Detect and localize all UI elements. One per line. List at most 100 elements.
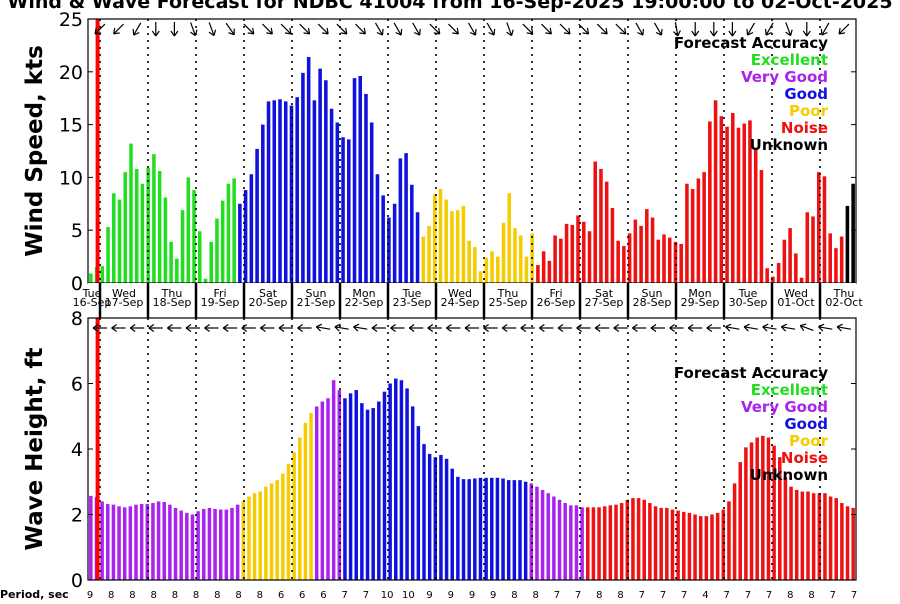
wave-bar (241, 501, 246, 580)
day-label-date: 26-Sep (537, 296, 576, 309)
wave-bar (648, 503, 652, 580)
wave-direction-arrow (762, 323, 777, 332)
wave-bar (698, 516, 703, 580)
arrow-shaft (429, 23, 441, 35)
wind-direction-arrow (596, 23, 608, 35)
wind-bar (140, 183, 145, 283)
wind-bar (645, 209, 649, 283)
wave-bar (529, 483, 534, 580)
period-value: 8 (150, 590, 156, 600)
day-label-dow: Tue (738, 287, 758, 300)
wind-bar (249, 174, 254, 283)
period-value: 8 (808, 590, 814, 600)
wind-direction-arrow (225, 22, 235, 36)
day-label-date: 30-Sep (729, 296, 768, 309)
wave-bar (834, 498, 838, 580)
wind-bar (278, 99, 282, 283)
arrow-head (469, 28, 477, 36)
wind-bar (146, 167, 150, 283)
wind-bar (599, 168, 603, 283)
wind-bar (255, 148, 259, 283)
wind-bar (541, 251, 546, 283)
wave-direction-arrow (353, 323, 368, 332)
wave-y-tick-label: 8 (71, 308, 83, 330)
wave-bar (778, 457, 782, 580)
arrow-head (818, 323, 825, 332)
period-value: 8 (596, 590, 602, 600)
wind-bar (713, 100, 718, 283)
wind-bar (209, 241, 214, 283)
period-value: 4 (702, 590, 708, 600)
wave-bar (388, 383, 392, 580)
arrow-head (284, 27, 292, 35)
wind-bar (112, 193, 116, 283)
arrow-head (446, 324, 452, 332)
wind-legend-item: Noise (781, 119, 828, 137)
arrow-head (706, 324, 713, 332)
wave-bar (264, 486, 268, 580)
wave-bar (715, 512, 720, 580)
wave-bar (687, 512, 692, 580)
wind-bar (673, 241, 678, 283)
day-label-dow: Thu (161, 287, 183, 300)
wave-bar (427, 453, 432, 580)
wave-bar (213, 508, 217, 580)
wave-bar (151, 503, 155, 580)
period-value: 7 (639, 590, 645, 600)
wave-bar (218, 509, 223, 580)
wind-direction-arrow (190, 22, 198, 37)
arrow-head (340, 27, 348, 35)
chart-title: Wind & Wave Forecast for NDBC 41004 from… (7, 0, 892, 13)
arrow-shaft (280, 23, 292, 35)
day-label-dow: Thu (833, 287, 855, 300)
arrow-head (303, 27, 311, 35)
wind-bar (432, 194, 437, 283)
arrow-head (709, 30, 718, 37)
wind-bar (816, 172, 821, 283)
arrow-head (520, 324, 527, 332)
wind-bar (438, 189, 443, 283)
wave-direction-arrow (278, 324, 293, 332)
wind-bar (375, 174, 380, 283)
period-value: 7 (660, 590, 666, 600)
wave-bar (789, 486, 793, 580)
arrow-shaft (374, 22, 384, 36)
wind-direction-arrow (467, 22, 477, 36)
arrow-head (266, 27, 273, 35)
wave-bar (365, 409, 370, 580)
day-label-date: 18-Sep (153, 296, 192, 309)
wave-direction-arrow (520, 324, 535, 332)
wind-direction-arrow (208, 22, 217, 37)
wave-bar (546, 493, 550, 580)
wave-direction-arrow (315, 323, 331, 332)
wave-bar (631, 498, 635, 580)
arrow-head (151, 30, 160, 37)
wave-bar (371, 408, 375, 580)
wind-bar (616, 240, 620, 283)
arrow-head (322, 27, 329, 35)
wind-bar (215, 218, 219, 283)
wave-legend-item: Good (784, 415, 828, 433)
wind-bar (524, 256, 529, 283)
wind-y-tick-label: 15 (59, 115, 83, 137)
wind-direction-arrow (429, 23, 441, 35)
wind-direction-arrow (317, 23, 329, 35)
arrow-shaft (596, 23, 608, 35)
wave-bar (569, 505, 573, 580)
wave-bar (106, 504, 110, 580)
wind-bar (152, 154, 156, 283)
wind-bar (346, 139, 351, 283)
arrow-head (334, 323, 341, 332)
wind-direction-arrow (728, 22, 737, 37)
wind-bar (845, 205, 850, 283)
wind-direction-arrow (691, 22, 700, 37)
wave-bar (320, 401, 325, 580)
wave-direction-arrow (501, 324, 517, 332)
wind-direction-arrow (355, 23, 366, 35)
arrow-shaft (674, 22, 679, 36)
arrow-shaft (765, 22, 774, 36)
wave-bar (235, 504, 240, 580)
wind-direction-arrow (746, 22, 756, 36)
arrow-head (655, 28, 663, 36)
wind-bar (553, 235, 557, 283)
